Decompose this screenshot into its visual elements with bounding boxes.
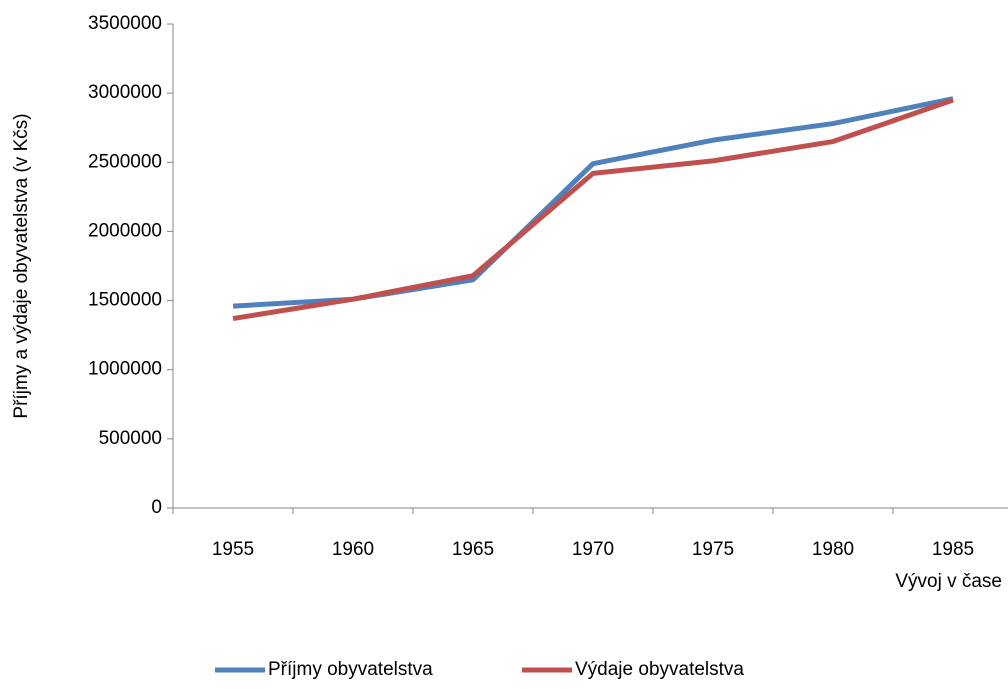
y-axis-title: Příjmy a výdaje obyvatelstva (v Kčs) [11, 113, 32, 418]
x-tick-label: 1975 [692, 539, 734, 560]
x-tick-label: 1960 [332, 539, 374, 560]
y-tick-label: 1000000 [88, 359, 162, 380]
y-tick-label: 3000000 [88, 82, 162, 103]
series-line [232, 97, 954, 322]
x-tick-label: 1980 [812, 539, 854, 560]
y-tick-label: 500000 [99, 428, 162, 449]
y-tick-label: 3500000 [88, 13, 162, 34]
x-tick-label: 1985 [932, 539, 974, 560]
y-tick-label: 2000000 [88, 220, 162, 241]
series-line [232, 96, 954, 309]
x-tick-label: 1965 [452, 539, 494, 560]
legend-label: Příjmy obyvatelstva [268, 659, 433, 680]
y-tick-label: 0 [151, 497, 162, 518]
y-tick-label: 2500000 [88, 151, 162, 172]
y-tick-label: 1500000 [88, 290, 162, 311]
x-tick-label: 1955 [212, 539, 254, 560]
legend-label: Výdaje obyvatelstva [575, 659, 744, 680]
x-tick-label: 1970 [572, 539, 614, 560]
x-axis-title: Vývoj v čase [895, 571, 1002, 592]
